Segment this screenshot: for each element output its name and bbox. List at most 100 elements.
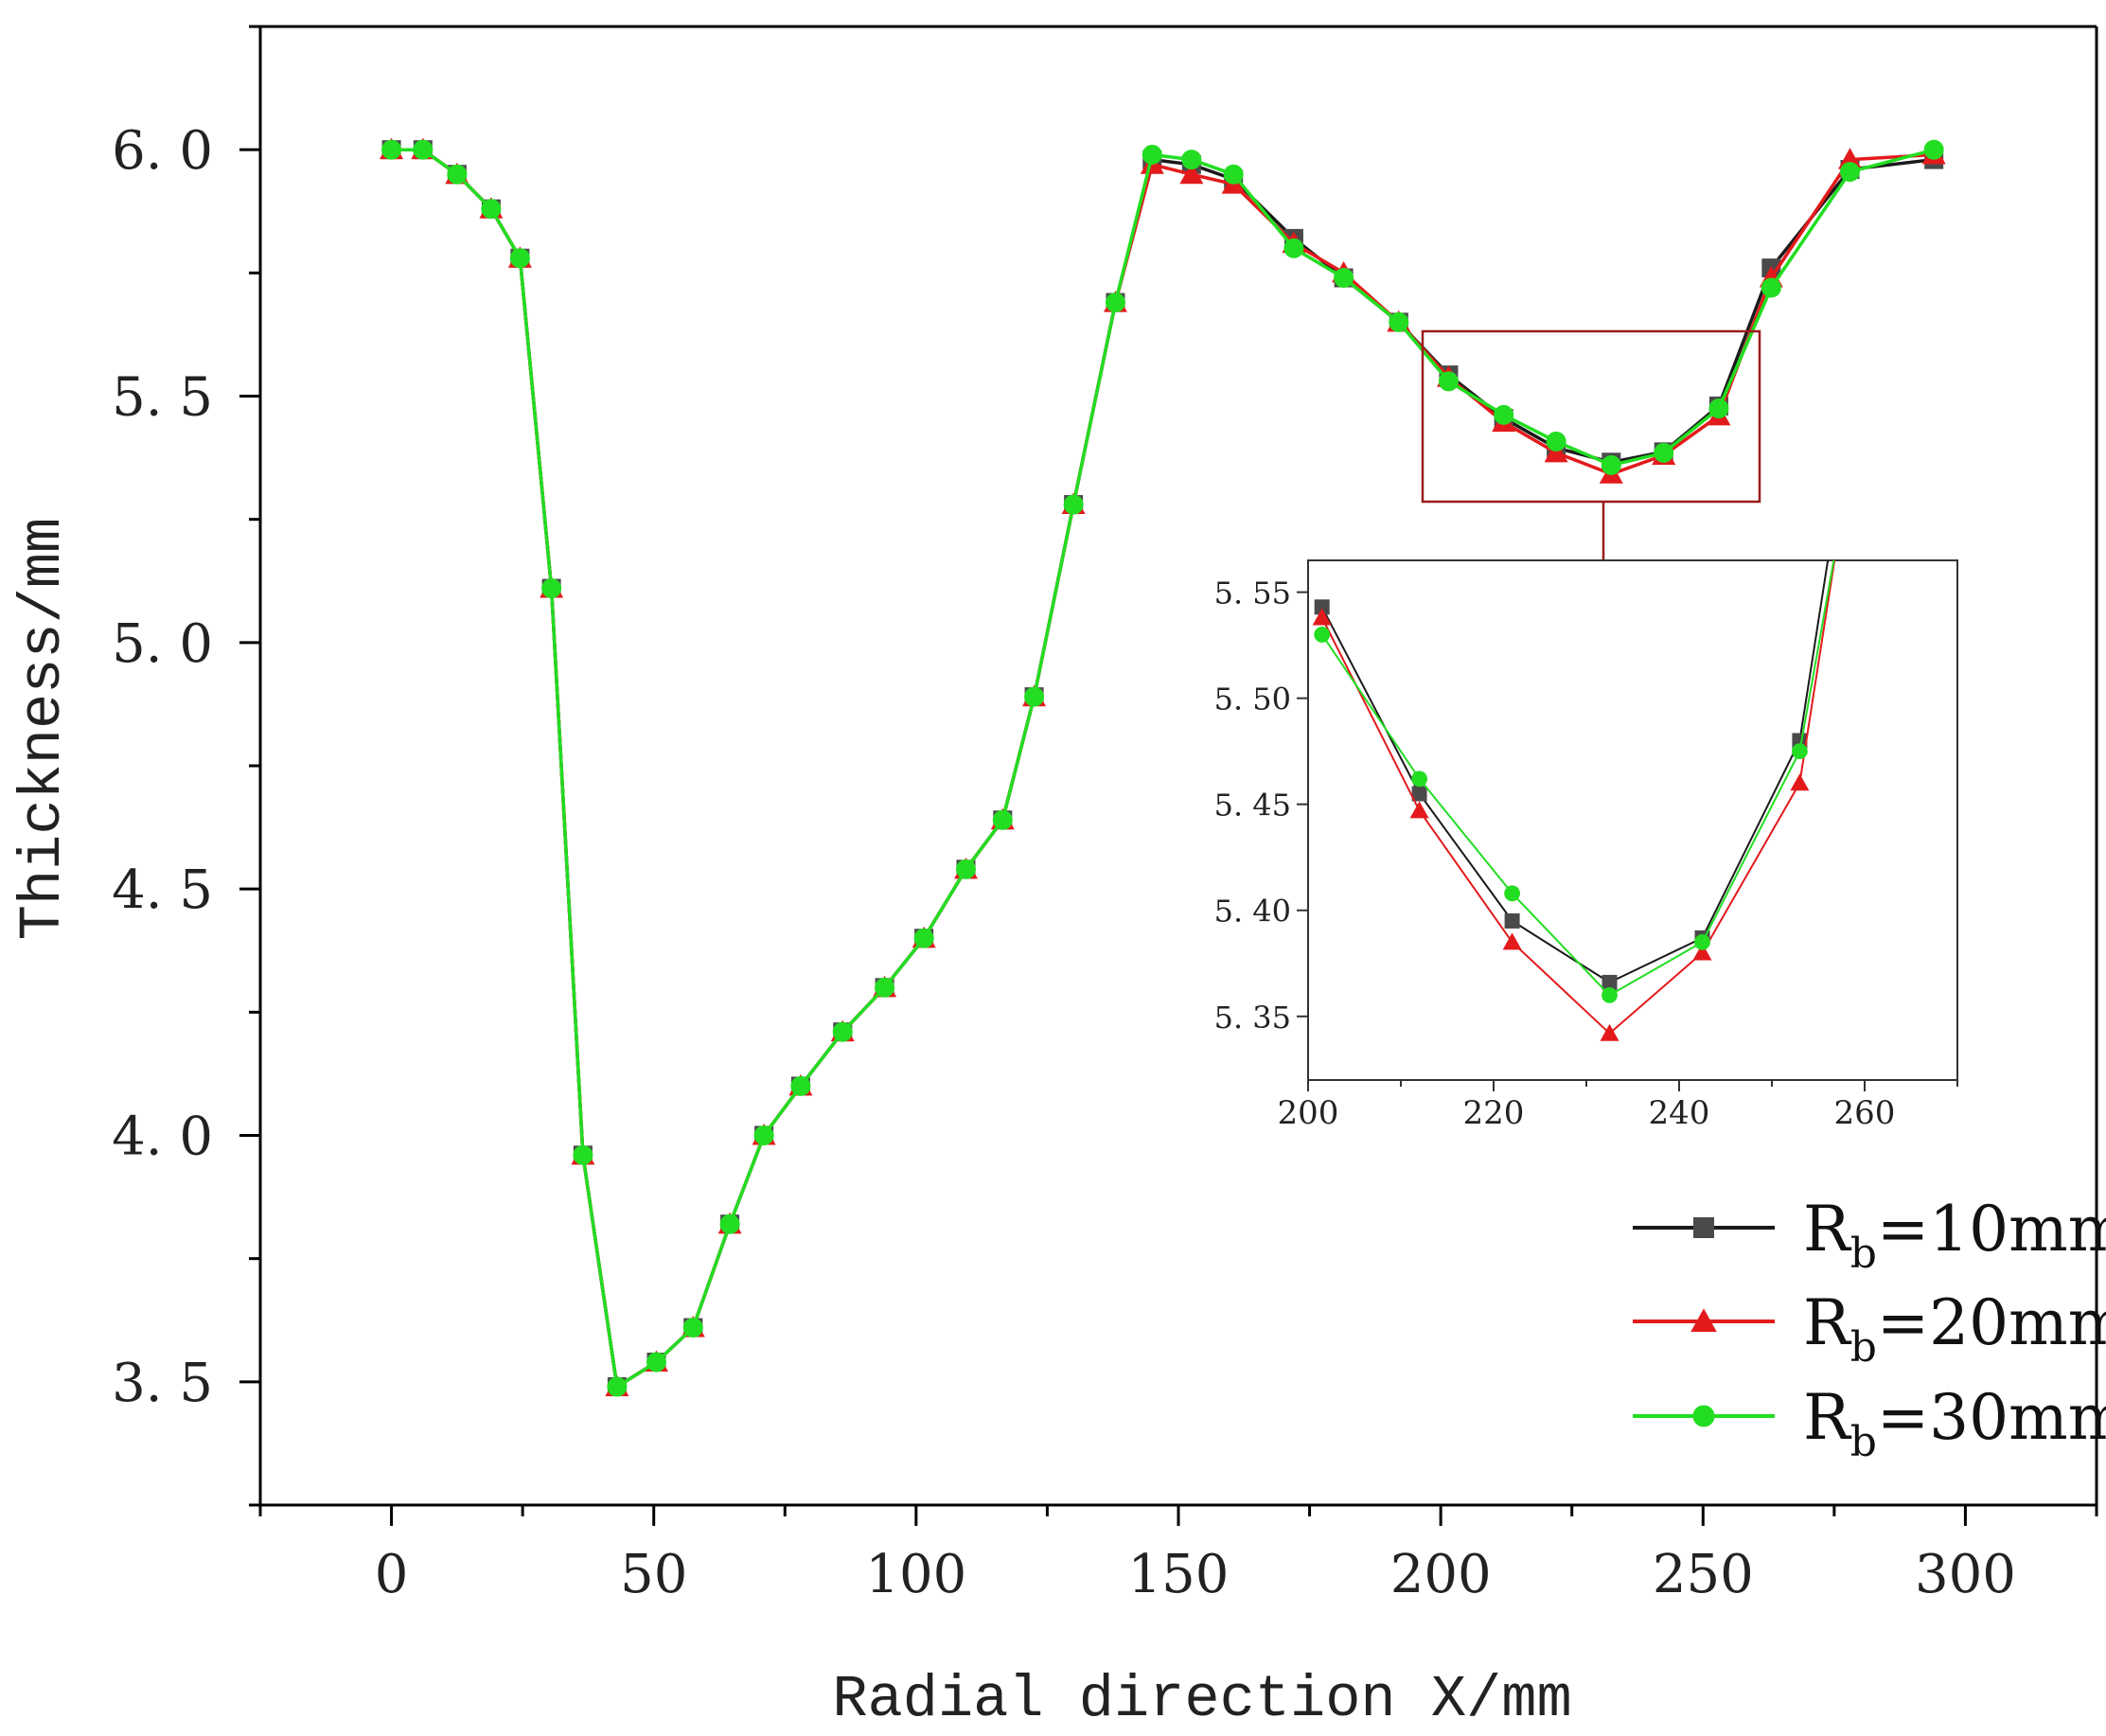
data-point-2 [1790, 773, 1810, 791]
legend-label-2: Rb=20mm [1803, 1286, 2106, 1372]
data-point-3 [541, 578, 562, 599]
data-point-2 [1544, 440, 1568, 463]
inset-x-tick-label: 260 [1834, 1094, 1896, 1132]
inset-x-tick-label: 240 [1649, 1094, 1710, 1132]
data-point-3 [1181, 150, 1202, 170]
y-tick-label: 4. 0 [112, 1107, 213, 1168]
data-point-3 [1411, 771, 1427, 788]
data-point-3 [1494, 404, 1514, 425]
inset-x-axis-ticks: 200 220 240 260 [1278, 1080, 1958, 1132]
data-point-3 [413, 139, 434, 160]
data-point-2 [1600, 1023, 1619, 1041]
x-tick-label: 150 [1128, 1544, 1230, 1605]
data-point-1 [1602, 974, 1618, 990]
data-point-3 [1105, 292, 1125, 313]
data-point-3 [1063, 494, 1084, 515]
data-point-3 [573, 1144, 593, 1165]
data-point-3 [1546, 431, 1566, 452]
y-axis-ticks: 3. 5 4. 0 4. 5 5. 0 5. 5 6. 0 [112, 25, 260, 1507]
data-point-3 [753, 1125, 774, 1145]
data-point-3 [1923, 139, 1944, 160]
data-point-2 [1179, 162, 1204, 185]
x-tick-label: 0 [375, 1544, 409, 1605]
x-tick-label: 300 [1915, 1544, 2016, 1605]
inset-frame [1307, 559, 1958, 1081]
legend-marker-3 [1692, 1405, 1715, 1427]
legend-marker-1 [1693, 1217, 1714, 1238]
data-point-3 [832, 1021, 853, 1042]
data-point-3 [956, 859, 977, 879]
inset-y-tick-label: 5. 35 [1214, 1000, 1291, 1036]
y-tick-label: 5. 0 [112, 613, 213, 675]
data-point-3 [1223, 164, 1244, 185]
y-tick-label: 4. 5 [112, 859, 213, 921]
inset-y-axis-ticks: 5. 35 5. 40 5. 45 5. 50 5. 55 [1214, 576, 1308, 1036]
inset-series [1312, 139, 1902, 1041]
data-point-1 [1885, 139, 1900, 154]
x-tick-label: 200 [1390, 1544, 1492, 1605]
data-point-3 [1438, 371, 1459, 392]
data-point-3 [481, 199, 502, 220]
data-point-3 [1601, 454, 1621, 475]
inset-x-tick-label: 220 [1463, 1094, 1525, 1132]
y-tick-label: 5. 5 [112, 367, 213, 429]
legend-label-1: Rb=10mm [1803, 1193, 2106, 1278]
x-axis-label: Radial direction X/mm [832, 1666, 1571, 1733]
y-tick-label: 3. 5 [112, 1353, 213, 1414]
data-point-2 [1409, 801, 1429, 819]
inset-chart: 200 220 240 260 5. 35 5. 40 5. 45 5. 50 5. 55 [1214, 139, 1958, 1132]
data-point-3 [1314, 627, 1331, 643]
data-point-3 [1283, 238, 1304, 258]
x-tick-label: 50 [620, 1544, 687, 1605]
data-point-3 [447, 164, 468, 185]
data-point-3 [1654, 442, 1674, 463]
legend-label-3: Rb=30mm [1803, 1381, 2106, 1466]
data-point-2 [1502, 932, 1522, 950]
main-series [380, 137, 1946, 1397]
data-point-3 [790, 1075, 811, 1096]
inset-y-tick-label: 5. 40 [1214, 894, 1291, 930]
data-point-3 [1885, 223, 1901, 239]
data-point-3 [719, 1213, 740, 1234]
data-point-2 [1837, 148, 1862, 169]
data-point-3 [992, 809, 1013, 830]
data-point-3 [1024, 686, 1045, 707]
data-point-3 [1334, 268, 1354, 289]
data-point-3 [875, 977, 895, 998]
x-tick-label: 250 [1653, 1544, 1754, 1605]
data-point-2 [1883, 180, 1902, 197]
data-point-3 [1708, 399, 1729, 419]
legend-marker-2 [1690, 1308, 1717, 1332]
series-line-3 [391, 148, 1935, 1389]
inset-x-tick-label: 200 [1278, 1094, 1339, 1132]
data-point-2 [1312, 608, 1332, 626]
x-axis-ticks: 0 50 100 150 200 250 300 [258, 1505, 2098, 1605]
y-tick-label: 6. 0 [112, 120, 213, 182]
inset-y-tick-label: 5. 50 [1214, 682, 1291, 717]
data-point-1 [1314, 599, 1330, 615]
inset-y-tick-label: 5. 55 [1214, 576, 1291, 611]
data-point-3 [1694, 933, 1710, 950]
data-point-3 [381, 139, 402, 160]
data-point-3 [913, 928, 934, 948]
data-point-3 [1504, 885, 1520, 902]
data-point-3 [646, 1352, 666, 1373]
data-point-3 [1839, 162, 1860, 183]
inset-y-tick-label: 5. 45 [1214, 788, 1291, 824]
data-point-3 [607, 1376, 628, 1397]
data-point-3 [1389, 311, 1409, 332]
data-point-3 [1792, 743, 1808, 760]
data-point-3 [509, 248, 530, 269]
data-point-2 [1692, 943, 1712, 961]
data-point-1 [1504, 912, 1520, 929]
y-axis-label: Thickness/mm [9, 518, 77, 940]
data-point-3 [1602, 986, 1618, 1003]
x-tick-label: 100 [865, 1544, 966, 1605]
data-point-3 [1141, 144, 1162, 165]
data-point-3 [1761, 277, 1781, 298]
data-point-1 [1411, 786, 1427, 802]
zoom-region-box [1421, 329, 1761, 504]
data-point-3 [682, 1318, 703, 1338]
